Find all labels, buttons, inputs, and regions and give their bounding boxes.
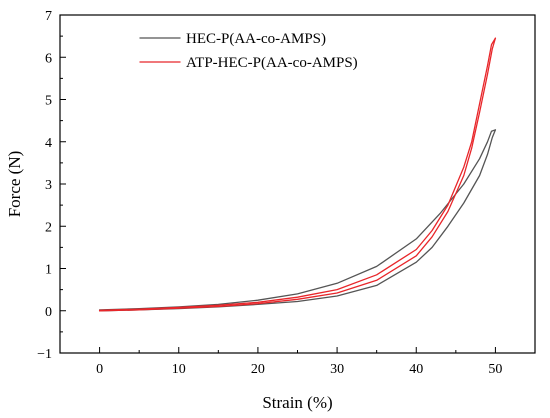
y-tick-label: 1 — [45, 263, 52, 278]
x-tick-label: 40 — [409, 362, 423, 377]
y-tick-label: −1 — [37, 347, 52, 362]
x-tick-label: 10 — [172, 362, 186, 377]
series-1 — [98, 37, 497, 312]
series-layer — [98, 37, 497, 312]
y-tick-label: 3 — [45, 178, 52, 193]
series-0 — [98, 129, 497, 312]
legend: HEC-P(AA-co-AMPS) ATP-HEC-P(AA-co-AMPS) — [139, 31, 358, 71]
series-0-unloading-curve — [98, 129, 497, 312]
x-tick-label: 20 — [251, 362, 265, 377]
y-axis-title: Force (N) — [5, 151, 24, 218]
x-axis-title: Strain (%) — [262, 393, 332, 412]
series-1-unloading-curve — [98, 37, 497, 312]
y-tick-label: 0 — [45, 305, 52, 320]
x-tick-label: 0 — [96, 362, 103, 377]
legend-label-hec: HEC-P(AA-co-AMPS) — [186, 31, 326, 47]
axes-layer: 0 10 20 30 40 50 −1 0 1 2 3 4 5 6 7 — [37, 9, 536, 377]
series-0-loading-curve — [98, 129, 497, 311]
x-tick-label: 50 — [488, 362, 502, 377]
x-tick-label: 30 — [330, 362, 344, 377]
y-tick-label: 6 — [45, 51, 52, 66]
y-tick-label: 4 — [45, 136, 52, 151]
y-tick-label: 7 — [45, 9, 52, 24]
y-tick-label: 5 — [45, 94, 52, 109]
y-tick-label: 2 — [45, 220, 52, 235]
legend-label-atp-hec: ATP-HEC-P(AA-co-AMPS) — [186, 55, 358, 71]
series-1-loading-curve — [98, 37, 497, 311]
